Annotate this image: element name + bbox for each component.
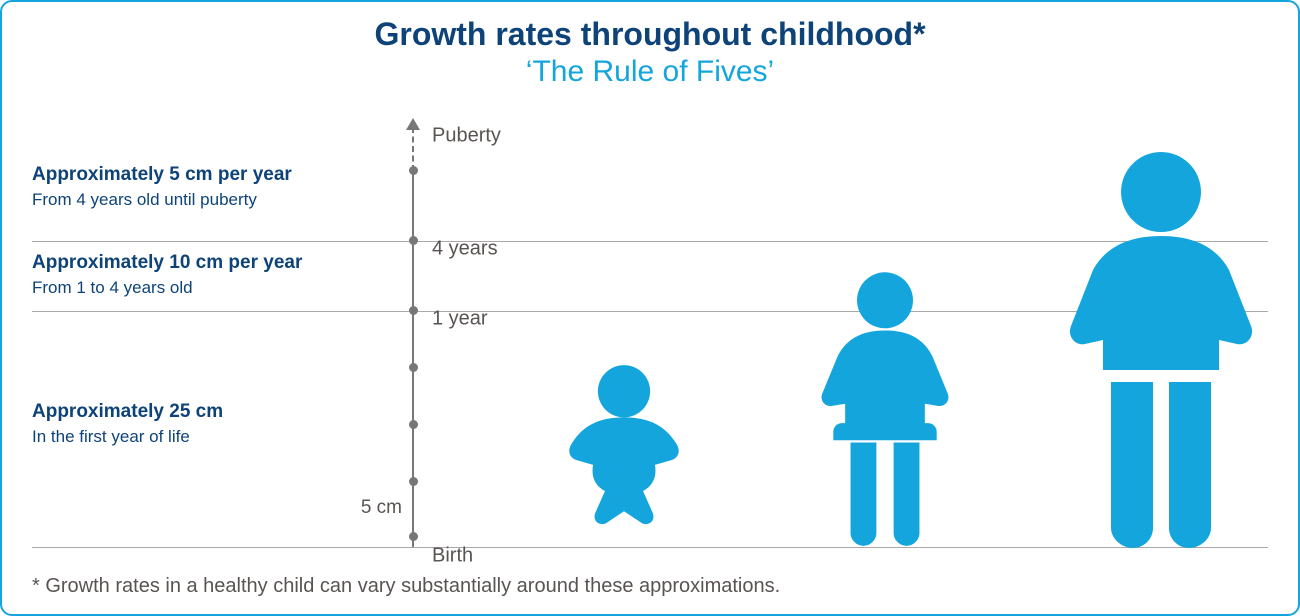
axis-dashed: [412, 127, 414, 171]
adult-icon: [1051, 148, 1271, 548]
adult-figure-icon: [1051, 148, 1271, 548]
footnote: * Growth rates in a healthy child can va…: [32, 575, 780, 598]
baby-icon: [549, 358, 699, 548]
baby-figure-icon: [549, 358, 699, 548]
stage-range: From 1 to 4 years old: [32, 278, 372, 298]
axis-unit-label: 5 cm: [361, 497, 402, 519]
axis-tick-dot: [409, 166, 418, 175]
stage-range: From 4 years old until puberty: [32, 190, 372, 210]
child-figure-icon: [805, 268, 965, 548]
figures-row: [482, 118, 1268, 552]
growth-stage: Approximately 10 cm per year From 1 to 4 …: [32, 252, 372, 298]
axis-tick-dot: [409, 306, 418, 315]
axis-tick-dot: [409, 532, 418, 541]
growth-stage: Approximately 5 cm per year From 4 years …: [32, 164, 372, 210]
axis-line: [412, 171, 414, 548]
axis-tick-dot: [409, 236, 418, 245]
axis-tick-dot: [409, 420, 418, 429]
axis-tick-label: Birth: [432, 545, 473, 568]
axis-tick-label: 1 year: [432, 308, 488, 331]
axis-tick-dot: [409, 477, 418, 486]
child-icon: [805, 268, 965, 548]
main-title: Growth rates throughout childhood*: [2, 16, 1298, 53]
title-block: Growth rates throughout childhood* ‘The …: [2, 2, 1298, 89]
stage-rate: Approximately 10 cm per year: [32, 252, 372, 274]
axis-tick-dot: [409, 363, 418, 372]
stage-rate: Approximately 5 cm per year: [32, 164, 372, 186]
stage-range: In the first year of life: [32, 427, 372, 447]
growth-stage: Approximately 25 cm In the first year of …: [32, 401, 372, 447]
subtitle: ‘The Rule of Fives’: [2, 55, 1298, 89]
stage-rate: Approximately 25 cm: [32, 401, 372, 423]
infographic-frame: Growth rates throughout childhood* ‘The …: [0, 0, 1300, 616]
